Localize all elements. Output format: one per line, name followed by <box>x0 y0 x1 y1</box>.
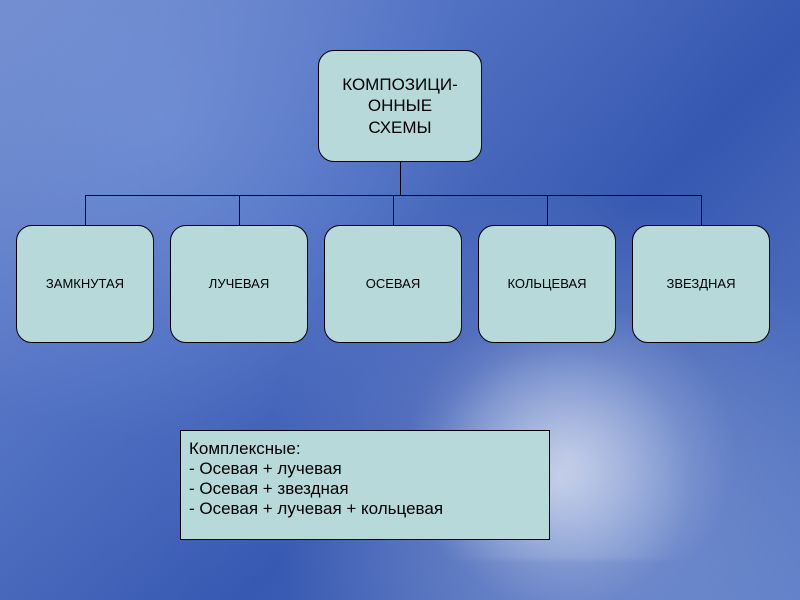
child-label: ЗВЕЗДНАЯ <box>666 276 735 292</box>
connector <box>85 195 86 225</box>
diagram-canvas: КОМПОЗИЦИ- ОННЫЕ СХЕМЫ ЗАМКНУТАЯ ЛУЧЕВАЯ… <box>0 0 800 600</box>
connector <box>547 195 548 225</box>
notes-lines: - Осевая + лучевая - Осевая + звездная -… <box>189 459 541 519</box>
connector <box>701 195 702 225</box>
notes-title: Комплексные: <box>189 439 541 459</box>
child-node: ОСЕВАЯ <box>324 225 462 343</box>
child-node: ЛУЧЕВАЯ <box>170 225 308 343</box>
child-label: ЛУЧЕВАЯ <box>209 276 269 292</box>
child-node: ЗАМКНУТАЯ <box>16 225 154 343</box>
connector <box>239 195 240 225</box>
connector <box>393 195 394 225</box>
connector <box>400 162 401 195</box>
root-label: КОМПОЗИЦИ- ОННЫЕ СХЕМЫ <box>342 74 457 138</box>
child-label: КОЛЬЦЕВАЯ <box>507 276 586 292</box>
root-node: КОМПОЗИЦИ- ОННЫЕ СХЕМЫ <box>318 50 482 162</box>
notes-box: Комплексные: - Осевая + лучевая - Осевая… <box>180 430 550 540</box>
child-node: ЗВЕЗДНАЯ <box>632 225 770 343</box>
child-label: ЗАМКНУТАЯ <box>46 276 124 292</box>
child-label: ОСЕВАЯ <box>366 276 420 292</box>
child-node: КОЛЬЦЕВАЯ <box>478 225 616 343</box>
